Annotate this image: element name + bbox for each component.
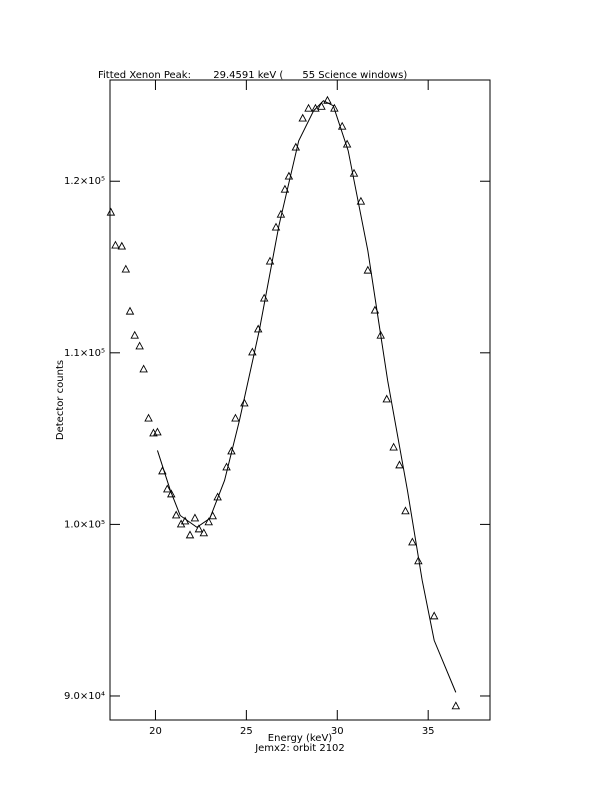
data-point xyxy=(125,306,135,315)
plot-frame xyxy=(109,79,491,721)
data-point xyxy=(213,492,222,501)
x-tick-label: 35 xyxy=(422,726,435,737)
data-point xyxy=(298,113,307,122)
data-point xyxy=(451,701,461,710)
data-point xyxy=(139,364,148,373)
data-point xyxy=(163,484,172,493)
x-tick-label: 25 xyxy=(240,726,253,737)
data-point xyxy=(280,184,290,193)
data-point xyxy=(330,103,339,112)
data-point xyxy=(153,427,162,436)
data-point xyxy=(240,398,249,407)
data-point xyxy=(311,103,320,112)
data-point xyxy=(167,489,176,498)
data-point xyxy=(111,240,120,249)
x-tick-label: 20 xyxy=(149,726,162,737)
y-tick-label: 9.0×10⁴ xyxy=(64,691,105,702)
y-tick-label: 1.1×10⁵ xyxy=(64,348,105,359)
y-axis-label: Detector counts xyxy=(55,360,66,440)
subtitle: Jemx2: orbit 2102 xyxy=(254,743,345,754)
data-point xyxy=(382,394,391,403)
y-tick-label: 1.0×10⁵ xyxy=(64,519,105,530)
data-point xyxy=(106,207,116,216)
fit-line xyxy=(156,100,457,693)
data-point xyxy=(117,241,127,250)
data-point xyxy=(130,330,139,339)
data-point xyxy=(356,196,366,205)
data-point xyxy=(231,413,240,422)
data-point xyxy=(395,460,404,469)
x-tick-label: 30 xyxy=(331,726,344,737)
data-point xyxy=(259,293,269,302)
data-point xyxy=(185,530,195,539)
data-point xyxy=(144,413,153,422)
data-point xyxy=(414,556,423,565)
data-point xyxy=(190,513,200,522)
data-point xyxy=(363,265,373,274)
data-point xyxy=(171,510,181,519)
data-point xyxy=(199,528,209,537)
data-point xyxy=(408,537,417,546)
data-point xyxy=(429,611,439,620)
data-point xyxy=(135,341,144,350)
data-point xyxy=(317,101,326,110)
data-point xyxy=(265,256,275,265)
chart-title: Fitted Xenon Peak: 29.4591 keV ( 55 Scie… xyxy=(98,70,407,81)
data-point xyxy=(401,506,410,515)
data-point xyxy=(304,103,313,112)
x-axis-label: Energy (keV) xyxy=(268,733,333,744)
y-tick-label: 1.2×10⁵ xyxy=(64,176,105,187)
data-point xyxy=(121,264,131,273)
data-point xyxy=(389,442,398,451)
data-point xyxy=(204,517,213,526)
data-point xyxy=(194,524,204,533)
data-point xyxy=(271,222,281,231)
